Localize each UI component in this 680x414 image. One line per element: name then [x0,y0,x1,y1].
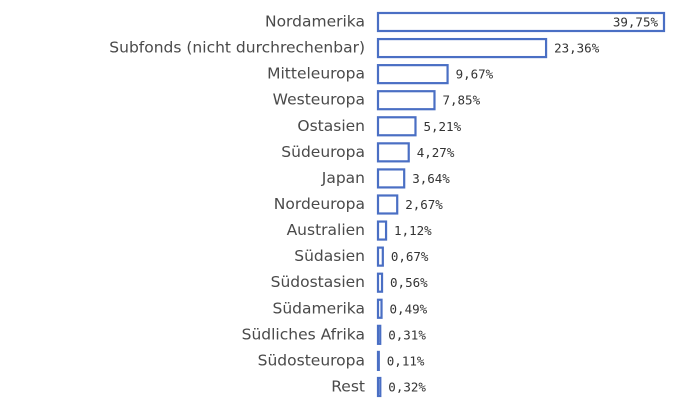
value-label: 4,27% [417,145,455,160]
bar [376,350,380,372]
category-label: Südasien [294,247,365,265]
bar [376,64,449,85]
category-label: Südeuropa [281,143,365,161]
value-label: 3,64% [412,171,450,186]
category-label: Japan [321,169,365,187]
value-label: 1,12% [394,223,432,238]
category-label: Nordamerika [265,13,365,31]
value-label: 0,67% [391,249,429,264]
bar [376,298,383,319]
value-label: 5,21% [423,119,461,134]
value-label: 0,32% [388,379,426,394]
bar [376,11,666,33]
value-label: 2,67% [405,197,443,212]
category-label: Südosteuropa [258,351,365,369]
value-label: 0,11% [387,353,425,368]
bar [376,168,406,189]
category-label: Nordeuropa [274,195,365,213]
bar [376,324,382,345]
value-label: 0,31% [388,327,426,342]
category-label: Westeuropa [273,91,365,109]
category-label: Ostasien [297,117,365,135]
bar [376,194,399,215]
bar [376,220,388,241]
category-label: Südostasien [271,273,365,291]
bar [376,246,384,267]
value-label: 39,75% [613,15,659,30]
bar [376,272,384,293]
value-label: 23,36% [554,41,600,56]
value-label: 9,67% [456,67,494,82]
bar [376,90,436,111]
bar [376,376,382,398]
bar [376,37,548,59]
category-label: Südliches Afrika [242,325,365,343]
bar [376,142,410,163]
value-label: 0,56% [390,275,428,290]
category-label: Australien [287,221,365,239]
bar [376,116,417,137]
category-label: Mitteleuropa [267,65,365,83]
value-label: 0,49% [390,301,428,316]
category-label: Südamerika [272,299,365,317]
value-label: 7,85% [442,93,480,108]
category-label: Subfonds (nicht durchrechenbar) [109,39,365,57]
category-label: Rest [331,377,365,395]
